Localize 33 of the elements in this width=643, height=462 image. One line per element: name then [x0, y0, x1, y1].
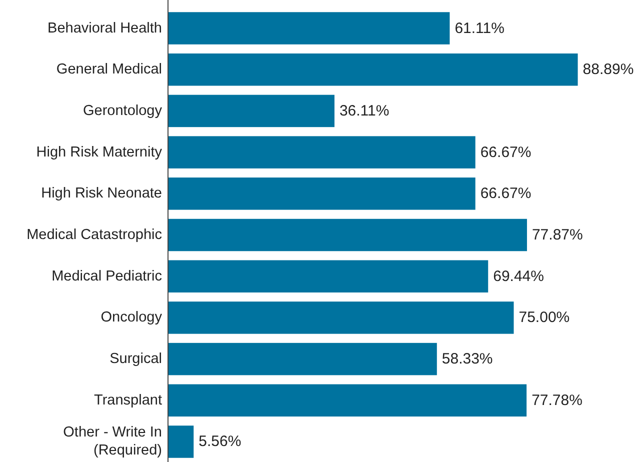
y-tick-label: High Risk Neonate: [41, 186, 162, 202]
y-tick-label: High Risk Maternity: [36, 144, 163, 160]
bar: [168, 178, 476, 210]
y-tick-label: Gerontology: [83, 102, 163, 119]
data-label: 5.56%: [198, 433, 242, 450]
data-label: 69.44%: [493, 268, 544, 285]
y-tick-label: Other - Write In (Required): [63, 424, 162, 459]
y-tick-label: Behavioral Health: [48, 20, 162, 36]
bar: [168, 426, 194, 458]
y-tick-label: General Medical: [56, 62, 162, 78]
y-tick-label: Transplant: [94, 392, 162, 408]
bar: [168, 136, 476, 168]
data-label: 61.11%: [454, 20, 504, 37]
bar: [168, 342, 437, 376]
y-tick-label: Surgical: [110, 351, 162, 368]
bar: [168, 302, 514, 334]
data-label: 77.78%: [532, 392, 582, 409]
data-label: 58.33%: [442, 350, 493, 368]
bar: [168, 218, 527, 252]
y-tick-label: Medical Catastrophic: [26, 227, 162, 243]
data-label: 77.87%: [532, 226, 583, 244]
data-label: 88.89%: [582, 61, 634, 78]
data-label: 75.00%: [518, 309, 570, 326]
y-tick-label: Oncology: [100, 310, 163, 326]
bar: [168, 384, 527, 417]
bar: [168, 260, 488, 292]
data-label: 66.67%: [480, 144, 532, 161]
y-tick-label: Medical Pediatric: [52, 268, 162, 284]
bar: [168, 12, 450, 44]
data-label: 66.67%: [480, 185, 532, 202]
bar: [168, 94, 334, 128]
bar: [168, 53, 578, 86]
data-label: 36.11%: [339, 102, 390, 120]
